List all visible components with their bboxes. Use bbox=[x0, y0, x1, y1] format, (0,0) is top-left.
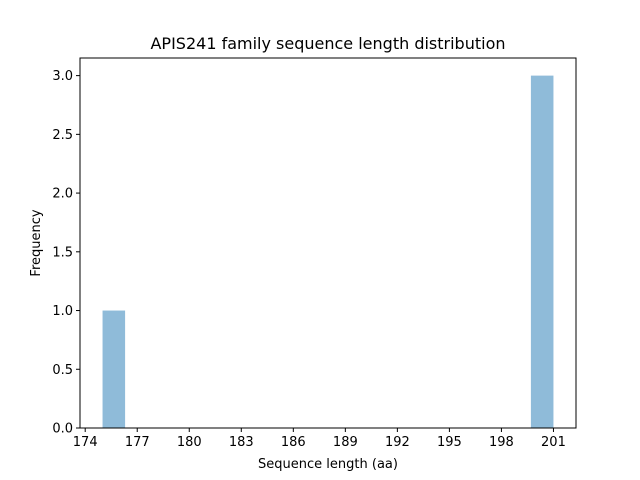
y-tick-label: 1.5 bbox=[52, 245, 73, 260]
y-axis-ticks: 0.0 0.5 1.0 1.5 2.0 2.5 3.0 bbox=[52, 69, 80, 437]
x-tick-label: 198 bbox=[489, 435, 514, 450]
x-axis-label: Sequence length (aa) bbox=[258, 457, 398, 472]
x-tick-label: 201 bbox=[541, 435, 566, 450]
y-tick-label: 2.5 bbox=[52, 128, 73, 143]
x-tick-label: 174 bbox=[73, 435, 98, 450]
chart-title: APIS241 family sequence length distribut… bbox=[150, 34, 505, 53]
y-tick-label: 0.5 bbox=[52, 363, 73, 378]
x-tick-label: 192 bbox=[385, 435, 410, 450]
y-tick-label: 2.0 bbox=[52, 187, 73, 202]
plot-frame bbox=[79, 57, 577, 429]
x-tick-label: 195 bbox=[437, 435, 462, 450]
y-tick-label: 0.0 bbox=[52, 422, 73, 437]
x-tick-label: 177 bbox=[125, 435, 150, 450]
x-tick-label: 183 bbox=[229, 435, 254, 450]
histogram-bar bbox=[102, 310, 126, 428]
x-tick-label: 189 bbox=[333, 435, 358, 450]
y-axis-label: Frequency bbox=[29, 209, 44, 276]
x-tick-label: 180 bbox=[177, 435, 202, 450]
x-tick-label: 186 bbox=[281, 435, 306, 450]
histogram-bar bbox=[530, 75, 554, 428]
x-axis-ticks: 174 177 180 183 186 189 192 195 198 201 bbox=[73, 428, 566, 450]
bars-group bbox=[102, 75, 554, 428]
y-tick-label: 3.0 bbox=[52, 69, 73, 84]
y-tick-label: 1.0 bbox=[52, 304, 73, 319]
